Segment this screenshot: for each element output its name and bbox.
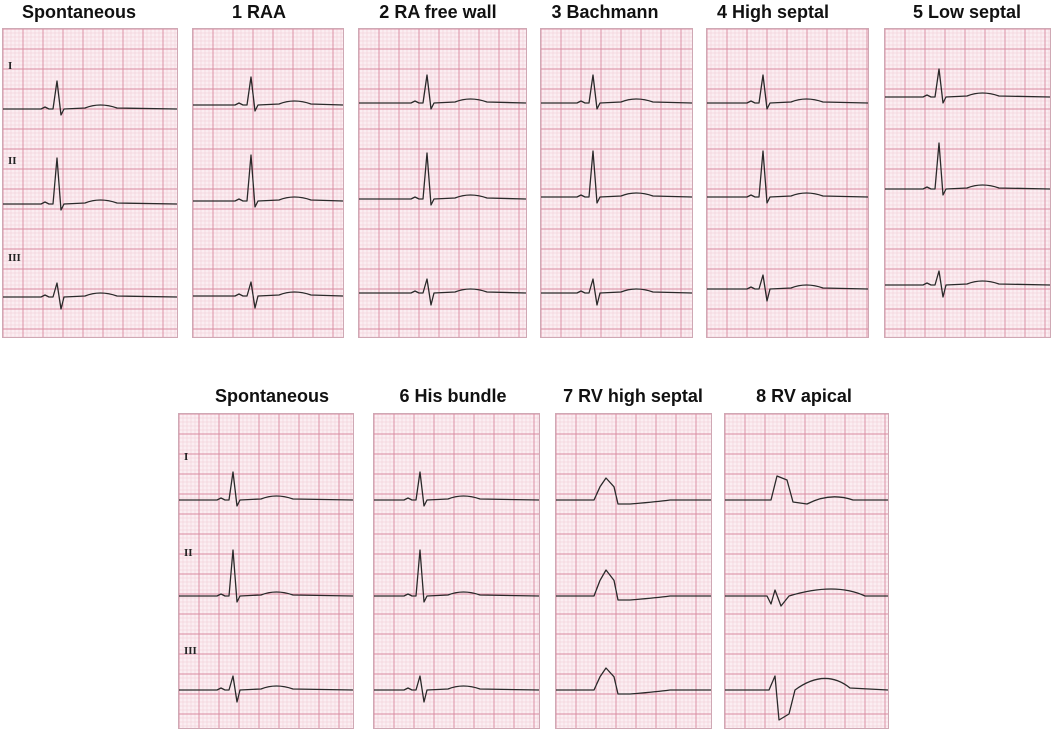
ecg-trace-lead-ii xyxy=(374,549,539,603)
ecg-trace-lead-i xyxy=(179,471,353,507)
panel-title-raa: 1 RAA xyxy=(231,2,287,22)
ecg-strip-rv-high-septal xyxy=(555,413,712,729)
ecg-trace-lead-i xyxy=(556,477,711,505)
ecg-trace-lead-ii xyxy=(179,549,353,603)
ecg-strip-his-bundle xyxy=(373,413,540,729)
ecg-trace-lead-i xyxy=(707,74,868,110)
ecg-trace-lead-ii xyxy=(885,142,1050,196)
ecg-trace-lead-ii xyxy=(3,157,177,211)
ecg-strip-ra-free-wall xyxy=(358,28,527,338)
lead-label-i: I xyxy=(184,451,188,463)
ecg-strip-low-septal xyxy=(884,28,1051,338)
panel-title-spontaneous-bottom: Spontaneous xyxy=(214,386,330,406)
ecg-trace-lead-iii xyxy=(3,282,177,310)
lead-label-ii: II xyxy=(184,547,193,559)
panel-title-bachmann: 3 Bachmann xyxy=(551,2,659,22)
ecg-trace-lead-iii xyxy=(556,667,711,695)
ecg-strip-rv-apical xyxy=(724,413,889,729)
ecg-trace-lead-ii xyxy=(556,569,711,601)
ecg-trace-lead-i xyxy=(359,74,526,110)
lead-label-ii: II xyxy=(8,155,17,167)
ecg-trace-lead-iii xyxy=(725,675,888,721)
ecg-grid xyxy=(707,29,868,337)
ecg-trace-lead-iii xyxy=(179,675,353,703)
ecg-trace-lead-i xyxy=(885,68,1050,104)
ecg-trace-lead-ii xyxy=(725,588,888,607)
ecg-trace-lead-iii xyxy=(193,281,343,309)
ecg-trace-lead-iii xyxy=(374,675,539,703)
ecg-grid xyxy=(885,29,1050,337)
ecg-trace-lead-ii xyxy=(541,150,692,204)
panel-title-his-bundle: 6 His bundle xyxy=(399,386,507,406)
ecg-strip-raa xyxy=(192,28,344,338)
panel-title-low-septal: 5 Low septal xyxy=(912,2,1022,22)
lead-label-i: I xyxy=(8,60,12,72)
lead-label-iii: III xyxy=(8,252,21,264)
ecg-trace-lead-i xyxy=(541,74,692,110)
ecg-strip-spontaneous-top: I II III xyxy=(2,28,178,338)
ecg-trace-lead-ii xyxy=(707,150,868,204)
panel-title-spontaneous-top: Spontaneous xyxy=(21,2,137,22)
panel-title-rv-high-septal: 7 RV high septal xyxy=(563,386,703,406)
ecg-grid xyxy=(556,414,711,728)
ecg-grid xyxy=(541,29,692,337)
ecg-strip-high-septal xyxy=(706,28,869,338)
ecg-trace-lead-iii xyxy=(707,274,868,302)
panel-title-high-septal: 4 High septal xyxy=(716,2,830,22)
panel-title-ra-free-wall: 2 RA free wall xyxy=(379,2,497,22)
ecg-trace-lead-i xyxy=(3,80,177,116)
ecg-grid xyxy=(359,29,526,337)
ecg-trace-lead-iii xyxy=(541,278,692,306)
ecg-trace-lead-iii xyxy=(359,278,526,306)
lead-label-iii: III xyxy=(184,645,197,657)
ecg-trace-lead-iii xyxy=(885,270,1050,298)
ecg-strip-spontaneous-bottom: I II III xyxy=(178,413,354,729)
ecg-grid xyxy=(374,414,539,728)
ecg-trace-lead-i xyxy=(725,475,888,505)
ecg-trace-lead-i xyxy=(374,471,539,507)
ecg-trace-lead-ii xyxy=(359,152,526,206)
ecg-trace-lead-ii xyxy=(193,154,343,208)
ecg-grid xyxy=(725,414,888,728)
ecg-trace-lead-i xyxy=(193,76,343,112)
ecg-strip-bachmann xyxy=(540,28,693,338)
ecg-grid xyxy=(193,29,343,337)
panel-title-rv-apical: 8 RV apical xyxy=(756,386,852,406)
